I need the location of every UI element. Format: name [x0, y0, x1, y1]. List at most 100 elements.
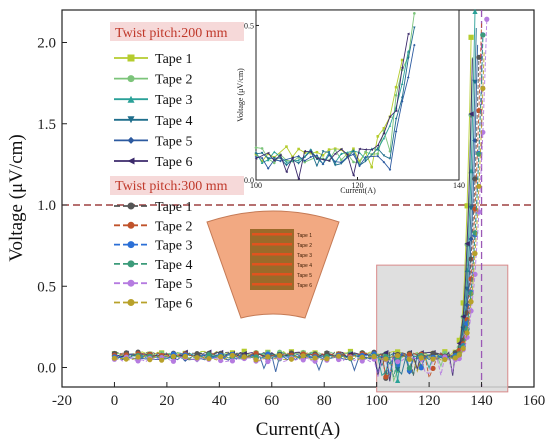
inset-series-point	[309, 149, 313, 153]
series-point	[452, 355, 458, 361]
inset-series-point	[285, 160, 288, 164]
inset-series-point	[260, 156, 264, 160]
legend-marker	[127, 157, 135, 165]
inset-series-point	[254, 152, 258, 155]
x-tick-label: 160	[523, 393, 546, 409]
x-tick-label: 40	[212, 393, 227, 409]
cable-tape-bars: Tape 1 Tape 2 Tape 3 Tape 4 Tape 5 Tape 6	[252, 233, 312, 289]
inset-series-point	[406, 32, 410, 36]
inset-series-point	[327, 148, 331, 151]
inset-series-point	[339, 147, 343, 151]
inset-series-point	[333, 152, 337, 156]
series-point	[468, 111, 474, 117]
x-tick-label: 100	[365, 393, 388, 409]
series-point	[480, 85, 486, 92]
inset-series-point	[321, 153, 325, 157]
y-axis-ticks: 0.0 0.5 1.0 1.5 2.0	[37, 36, 67, 377]
inset-series-point	[376, 147, 380, 150]
inset-series-point	[376, 144, 380, 147]
inset-series-point	[285, 145, 288, 148]
legend-marker	[127, 221, 135, 229]
cable-tape-label: Tape 5	[297, 273, 312, 279]
inset-x-tick-label: 140	[453, 181, 465, 190]
series-point	[371, 354, 377, 360]
inset-series-point	[339, 161, 343, 164]
series-point	[277, 353, 283, 359]
legend-label: Tape 1	[155, 52, 193, 67]
x-axis-ticks: -20 0 20 40 60 80 100 120 140 160	[52, 382, 545, 409]
legend-label: Tape 6	[155, 155, 193, 170]
cable-tape-label: Tape 1	[297, 233, 312, 239]
legend-marker	[127, 75, 135, 83]
series-point	[206, 355, 212, 362]
series-point	[324, 356, 330, 362]
series-point	[312, 355, 318, 361]
inset-series-point	[272, 156, 276, 160]
legend-marker	[127, 241, 135, 249]
inset-series-point	[321, 150, 325, 153]
series-point	[336, 353, 342, 359]
legend-entry: Tape 6	[114, 155, 193, 170]
inset-x-axis-title: Current(A)	[340, 186, 376, 195]
legend-marker	[127, 279, 135, 287]
inset-series-point	[327, 153, 331, 157]
series-point	[111, 355, 118, 361]
inset-series-point	[333, 148, 337, 152]
x-tick-label: 60	[264, 393, 279, 409]
series-point	[300, 357, 306, 363]
series-point	[147, 357, 153, 363]
legend-label: Tape 1	[155, 200, 193, 215]
legend-marker	[127, 136, 135, 144]
inset-x-tick-label: 100	[250, 181, 262, 190]
inset-series-point	[382, 136, 386, 140]
inset-series-point	[254, 146, 258, 149]
legend-entries: Tape 1 Tape 2 Tape 3 Tape 4 Tape 5 Tape 6 Tape…	[114, 52, 193, 312]
series-point	[456, 337, 462, 343]
legend-group2-title-bg	[110, 176, 244, 195]
series-line	[114, 57, 473, 383]
legend-entry: Tape 4	[114, 258, 193, 273]
inset-series-point	[388, 157, 392, 161]
inset-series-point	[309, 150, 313, 154]
series-point	[253, 350, 259, 356]
inset-series-point	[382, 160, 386, 164]
cable-tape-bar	[252, 273, 292, 276]
inset-series-point	[315, 164, 319, 168]
series-point	[206, 351, 212, 358]
series-point	[442, 356, 448, 363]
inset-series-point	[364, 159, 367, 163]
cable-tape-bar	[252, 233, 292, 236]
series-point	[456, 355, 462, 362]
inset-series-point	[376, 135, 380, 138]
inset-series-point	[364, 150, 367, 154]
series-point	[460, 314, 466, 320]
series-point	[460, 300, 466, 306]
inset-series-point	[303, 159, 307, 163]
series-point	[229, 358, 236, 364]
series-point	[395, 377, 401, 383]
inset-series-point	[339, 158, 343, 162]
cable-tape-bar	[252, 263, 292, 266]
series-point	[359, 358, 365, 364]
series-point	[170, 353, 177, 360]
inset-series-line	[255, 60, 403, 169]
inset-series-point	[364, 148, 367, 151]
legend-entry: Tape 4	[114, 114, 193, 129]
inset-series-point	[266, 167, 270, 170]
series-point	[468, 308, 474, 314]
series-point	[484, 16, 490, 22]
series-point	[430, 356, 436, 362]
legend-label: Tape 2	[155, 73, 193, 88]
series-point	[135, 354, 141, 360]
cable-tape-bar	[252, 243, 292, 246]
inset-series-point	[370, 148, 374, 151]
legend-entry: Tape 1	[114, 200, 193, 215]
series-point	[395, 366, 401, 373]
series-layer	[111, 8, 490, 383]
series-point	[456, 340, 462, 346]
inset-series-point	[266, 151, 270, 155]
legend-entry: Tape 3	[114, 239, 193, 254]
inset-series-point	[272, 150, 276, 154]
series-point	[300, 353, 306, 359]
